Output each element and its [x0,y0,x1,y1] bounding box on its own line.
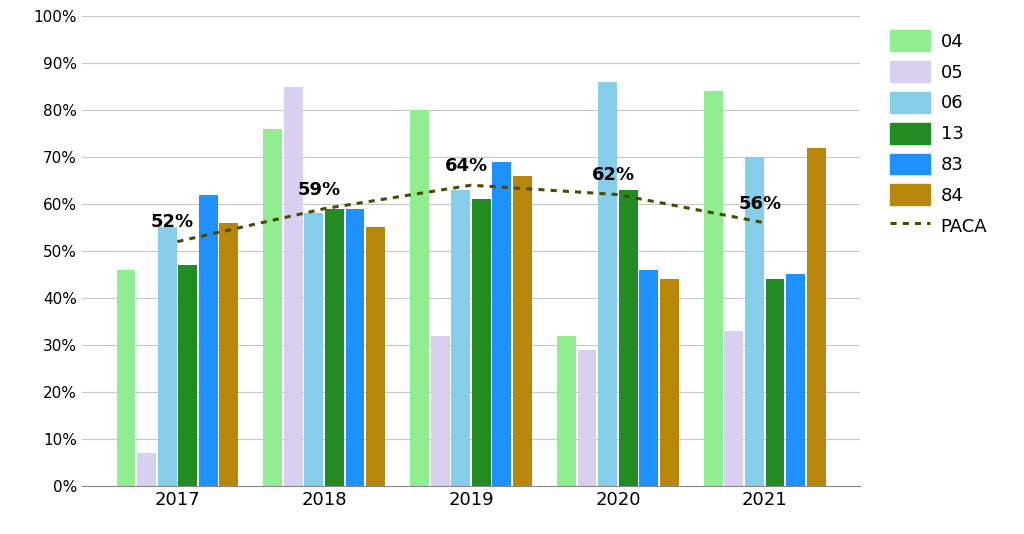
Text: 59%: 59% [298,180,341,199]
Bar [472,199,490,486]
Bar [367,227,385,486]
Bar [745,157,764,486]
Bar [513,176,531,486]
Legend: 04, 05, 06, 13, 83, 84, PACA: 04, 05, 06, 13, 83, 84, PACA [885,25,992,241]
Bar [703,91,723,486]
Bar [284,87,303,486]
Bar [807,147,825,486]
Bar [452,190,470,486]
Bar [639,270,658,486]
Bar [263,129,283,486]
Text: 56%: 56% [738,195,781,213]
Bar [304,214,324,486]
Bar [219,223,239,486]
Bar [117,270,135,486]
Bar [618,190,638,486]
Bar [411,110,429,486]
Bar [325,209,344,486]
Bar [178,265,197,486]
Bar [786,274,805,486]
Bar [724,331,743,486]
Bar [493,162,511,486]
Text: 64%: 64% [444,157,487,175]
Bar [199,194,218,486]
Bar [345,209,365,486]
Bar [158,227,176,486]
Bar [659,279,679,486]
Text: 52%: 52% [151,214,195,231]
Text: 62%: 62% [592,167,635,184]
Bar [766,279,784,486]
Bar [431,335,450,486]
Bar [598,82,617,486]
Bar [557,335,575,486]
Bar [578,350,597,486]
Bar [137,453,156,486]
